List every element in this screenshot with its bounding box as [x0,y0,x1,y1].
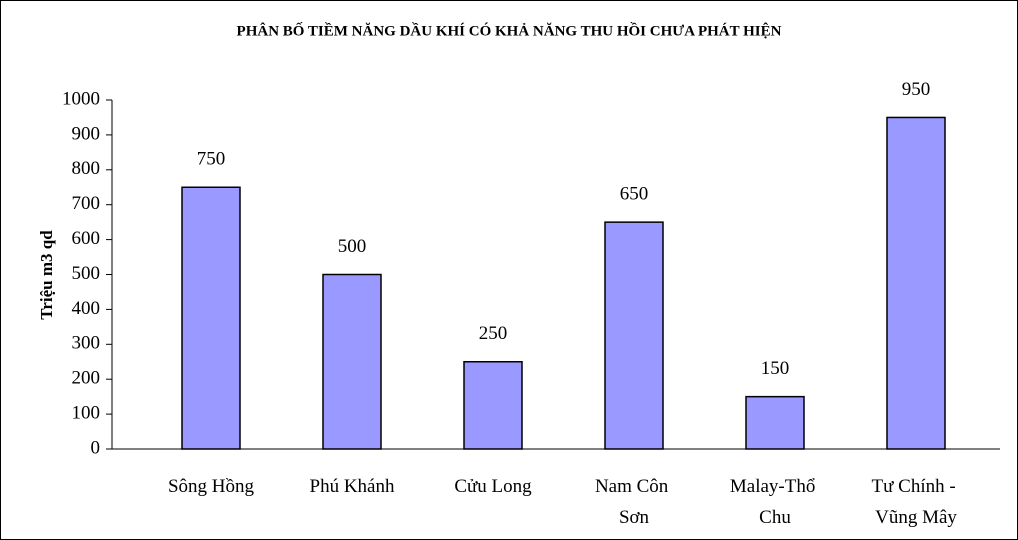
x-tick-label: Sông Hồng [168,476,255,497]
y-tick-label: 500 [72,263,101,284]
x-tick-label: Cửu Long [454,476,532,497]
x-tick-label: Malay-Thổ Chu [730,476,820,528]
y-tick-label: 700 [72,193,101,214]
x-tick-label: Phú Khánh [310,476,395,497]
y-tick-label: 400 [72,298,101,319]
bar [463,361,523,450]
y-axis-title: Triệu m3 qd [37,230,56,320]
bar [322,273,382,450]
y-tick-label: 200 [72,368,101,389]
y-tick-label: 300 [72,333,101,354]
chart-title: PHÂN BỐ TIỀM NĂNG DẦU KHÍ CÓ KHẢ NĂNG TH… [237,21,782,39]
data-label: 750 [197,149,226,170]
data-label: 500 [338,236,367,257]
x-tick-label: Tư Chính - Vũng Mây [872,476,961,528]
y-tick-label: 1000 [62,88,100,109]
bar [886,116,946,450]
y-tick-label: 100 [72,402,101,423]
bar [181,186,241,450]
bar [745,395,805,450]
y-tick-label: 600 [72,228,101,249]
x-tick-label: Nam Côn Sơn [595,476,673,528]
y-tick-label: 900 [72,123,101,144]
y-tick-label: 800 [72,158,101,179]
bar [604,221,664,450]
data-label: 950 [902,79,931,100]
y-tick-label: 0 [91,437,101,458]
data-label: 250 [479,323,508,344]
data-label: 650 [620,184,649,205]
data-label: 150 [761,358,790,379]
